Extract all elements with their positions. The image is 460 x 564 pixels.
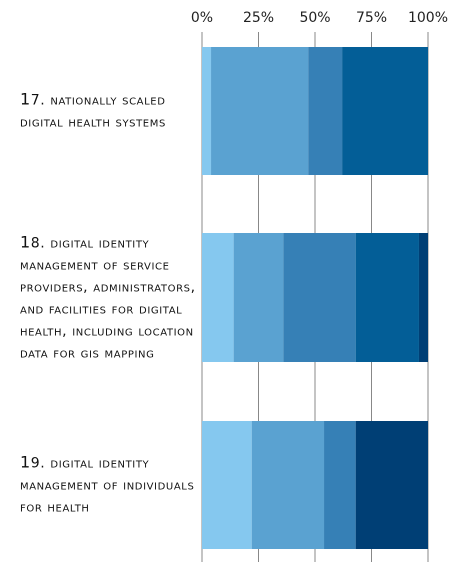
x-tick-label: 50% [299, 10, 330, 26]
bar-segment [211, 47, 309, 175]
bar-segment [202, 47, 212, 175]
bar-segment [324, 421, 356, 549]
bar-segment [418, 233, 428, 362]
bar-segment [251, 421, 325, 549]
bar-segment [355, 233, 419, 362]
category-label: 19. digital identity management of indiv… [20, 452, 195, 516]
bar-segment [308, 47, 343, 175]
x-tick-label: 25% [243, 10, 274, 26]
bar-segment [202, 421, 252, 549]
bar-segment [342, 47, 428, 175]
category-label: 18. digital identity management of servi… [20, 232, 196, 361]
bar-segment [283, 233, 356, 362]
category-label: 17. nationally scaled digital health sys… [20, 89, 166, 131]
x-tick-label: 0% [191, 10, 213, 26]
x-tick-label: 75% [356, 10, 387, 26]
bar-segment [233, 233, 284, 362]
bar-segment [202, 233, 234, 362]
x-tick-label: 100% [408, 10, 448, 26]
bar-segment [355, 421, 428, 549]
